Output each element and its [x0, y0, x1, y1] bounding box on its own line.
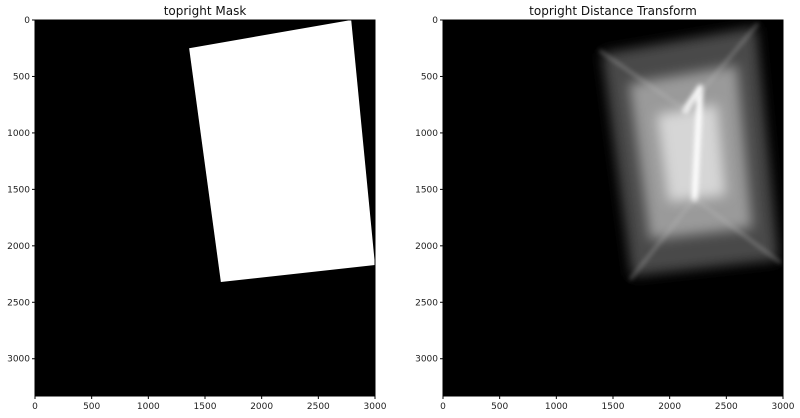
panel-distance-title: topright Distance Transform — [529, 4, 697, 18]
x-tick-label: 2000 — [250, 402, 273, 412]
mask-white-region — [189, 20, 375, 282]
y-tick-label: 500 — [13, 72, 30, 82]
x-tick-label: 3000 — [364, 402, 387, 412]
panel-mask-title: topright Mask — [164, 4, 247, 18]
y-tick-label: 3000 — [415, 355, 438, 365]
distance-diagonal — [598, 49, 687, 112]
y-tick-label: 0 — [432, 16, 438, 26]
distance-y-axis: 0 500 1000 1500 2000 2500 3000 — [415, 16, 443, 365]
y-tick-label: 1500 — [415, 185, 438, 195]
distance-field — [598, 22, 782, 281]
mask-y-axis: 0 500 1000 1500 2000 2500 3000 — [7, 16, 35, 365]
y-tick-label: 3000 — [7, 355, 30, 365]
mask-x-axis: 0 500 1000 1500 2000 2500 3000 — [32, 396, 387, 412]
distance-diagonal — [694, 197, 782, 264]
distance-ridge — [682, 84, 704, 202]
panel-distance: topright Distance Transform 0 500 1000 1500… — [415, 4, 795, 412]
y-tick-label: 500 — [421, 72, 438, 82]
x-tick-label: 0 — [32, 402, 38, 412]
x-tick-label: 1500 — [602, 402, 625, 412]
distance-diagonal — [629, 197, 696, 281]
x-tick-label: 2500 — [307, 402, 330, 412]
x-tick-label: 3000 — [772, 402, 795, 412]
y-tick-label: 1500 — [7, 185, 30, 195]
x-tick-label: 1000 — [137, 402, 160, 412]
x-tick-label: 500 — [491, 402, 508, 412]
y-tick-label: 2500 — [415, 298, 438, 308]
y-tick-label: 1000 — [7, 129, 30, 139]
y-tick-label: 0 — [24, 16, 30, 26]
panel-mask: topright Mask 0 500 1000 1500 2000 2500 3000 0… — [7, 4, 387, 412]
x-tick-label: 2500 — [715, 402, 738, 412]
distance-x-axis: 0 500 1000 1500 2000 2500 3000 — [440, 396, 795, 412]
y-tick-label: 2000 — [415, 242, 438, 252]
y-tick-label: 2500 — [7, 298, 30, 308]
x-tick-label: 1500 — [194, 402, 217, 412]
distance-diagonals — [598, 22, 782, 281]
x-tick-label: 500 — [83, 402, 100, 412]
x-tick-label: 1000 — [545, 402, 568, 412]
y-tick-label: 2000 — [7, 242, 30, 252]
x-tick-label: 2000 — [658, 402, 681, 412]
distance-diagonal — [684, 22, 759, 111]
distance-inner-region — [656, 104, 726, 202]
x-tick-label: 0 — [440, 402, 446, 412]
y-tick-label: 1000 — [415, 129, 438, 139]
